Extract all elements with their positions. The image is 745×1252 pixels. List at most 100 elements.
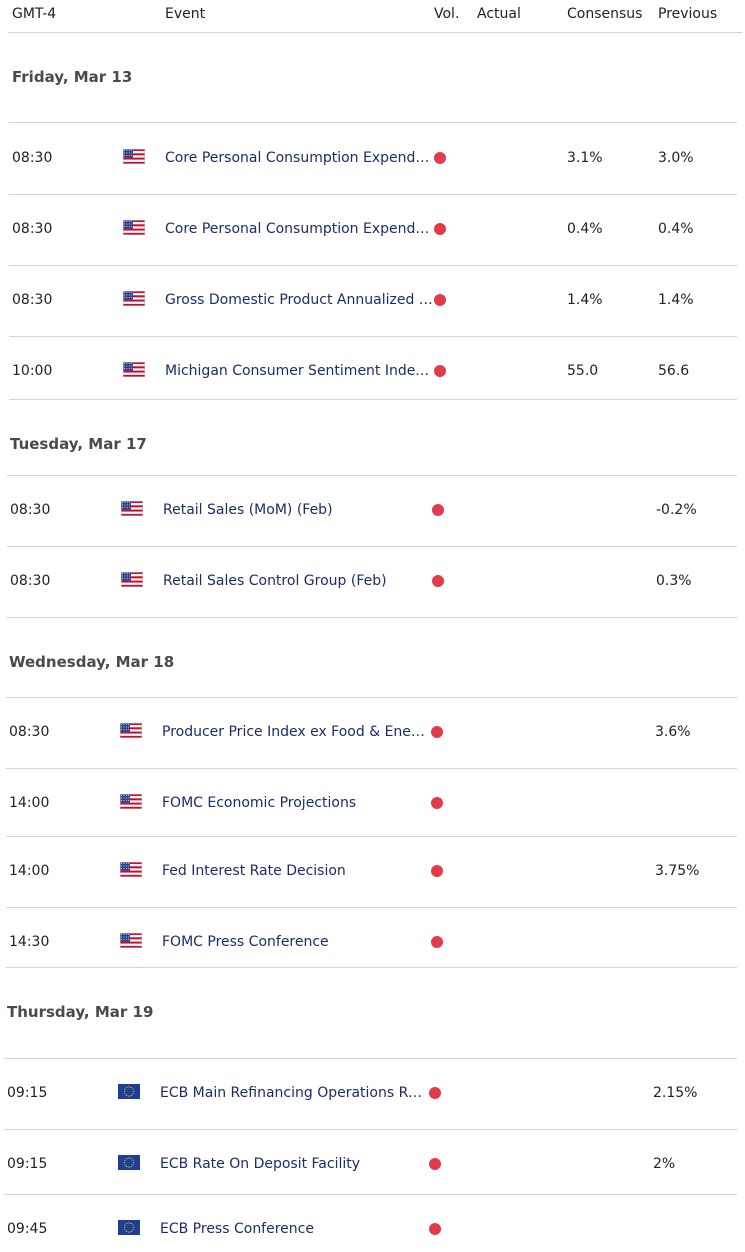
row-divider [7,546,737,547]
volatility-high-icon [429,1223,441,1235]
consensus-value: 3.1% [567,150,603,166]
table-header: GMT-4 Event Vol. Actual Consensus Previo… [0,0,745,32]
volatility-high-icon [432,575,444,587]
event-name[interactable]: Retail Sales Control Group (Feb) [163,573,387,589]
row-divider [9,194,737,195]
event-name[interactable]: ECB Main Refinancing Operations Rate [160,1085,428,1101]
row-divider [6,768,737,769]
day-divider [7,475,737,476]
consensus-value: 1.4% [567,292,603,308]
event-row[interactable]: 08:30 Producer Price Index ex Food & Ener… [0,713,745,753]
event-row[interactable]: 10:00 Michigan Consumer Sentiment Index (… [0,352,745,392]
event-time: 08:30 [10,502,51,518]
header-event[interactable]: Event [165,6,206,22]
volatility-high-icon [431,797,443,809]
header-previous[interactable]: Previous [658,6,718,22]
event-row[interactable]: 09:15 ECB Main Refinancing Operations Rat… [0,1074,745,1114]
event-time: 08:30 [10,573,51,589]
event-time: 08:30 [12,150,53,166]
event-time: 10:00 [12,363,53,379]
header-actual[interactable]: Actual [477,6,521,22]
event-name[interactable]: Gross Domestic Product Annualized (Q4) [165,292,433,308]
us-flag-icon [121,572,143,587]
event-time: 14:00 [9,863,50,879]
header-timezone[interactable]: GMT-4 [12,6,57,22]
event-row[interactable]: 08:30 Core Personal Consumption Expenditu… [0,139,745,179]
us-flag-icon [123,220,145,235]
event-row[interactable]: 09:15 ECB Rate On Deposit Facility 2% [0,1145,745,1185]
event-time: 08:30 [12,221,53,237]
event-time: 09:45 [7,1221,48,1237]
volatility-high-icon [431,726,443,738]
us-flag-icon [123,362,145,377]
volatility-high-icon [429,1158,441,1170]
volatility-high-icon [434,152,446,164]
consensus-value: 0.4% [567,221,603,237]
previous-value: 0.4% [658,221,694,237]
eu-flag-icon [118,1220,140,1235]
event-name[interactable]: Retail Sales (MoM) (Feb) [163,502,333,518]
event-name[interactable]: ECB Rate On Deposit Facility [160,1156,361,1172]
event-time: 08:30 [12,292,53,308]
row-divider [4,1129,737,1130]
row-divider [6,907,737,908]
previous-value: -0.2% [656,502,697,518]
event-row[interactable]: 08:30 Core Personal Consumption Expenditu… [0,210,745,250]
us-flag-icon [123,149,145,164]
eu-flag-icon [118,1084,140,1099]
us-flag-icon [121,501,143,516]
header-volatility[interactable]: Vol. [434,6,460,22]
volatility-high-icon [431,865,443,877]
event-row[interactable]: 08:30 Retail Sales Control Group (Feb) 0.3… [0,562,745,602]
us-flag-icon [120,862,142,877]
event-row[interactable]: 09:45 ECB Press Conference [0,1210,745,1250]
volatility-high-icon [434,223,446,235]
event-name[interactable]: Core Personal Consumption Expenditures (… [165,221,433,237]
event-time: 09:15 [7,1085,48,1101]
row-divider [4,1194,737,1195]
previous-value: 0.3% [656,573,692,589]
header-divider [8,32,742,33]
consensus-value: 55.0 [567,363,599,379]
eu-flag-icon [118,1155,140,1170]
event-time: 09:15 [7,1156,48,1172]
day-heading: Friday, Mar 13 [12,68,133,86]
event-row[interactable]: 14:00 FOMC Economic Projections [0,784,745,824]
event-name[interactable]: Fed Interest Rate Decision [162,863,346,879]
row-divider [7,617,737,618]
previous-value: 3.0% [658,150,694,166]
previous-value: 2% [653,1156,676,1172]
event-time: 14:00 [9,795,50,811]
volatility-high-icon [432,504,444,516]
event-time: 08:30 [9,724,50,740]
event-row[interactable]: 14:00 Fed Interest Rate Decision 3.75% [0,852,745,892]
header-consensus[interactable]: Consensus [567,6,643,22]
event-name[interactable]: ECB Press Conference [160,1221,314,1237]
event-name[interactable]: FOMC Press Conference [162,934,329,950]
day-heading: Wednesday, Mar 18 [9,653,175,671]
row-divider [9,399,737,400]
event-time: 14:30 [9,934,50,950]
row-divider [9,336,737,337]
us-flag-icon [120,723,142,738]
us-flag-icon [120,794,142,809]
us-flag-icon [120,933,142,948]
event-row[interactable]: 14:30 FOMC Press Conference [0,923,745,963]
event-name[interactable]: Michigan Consumer Sentiment Index (Mar) [165,363,433,379]
event-name[interactable]: Producer Price Index ex Food & Energy (Y… [162,724,430,740]
volatility-high-icon [431,936,443,948]
row-divider [6,836,737,837]
row-divider [6,967,737,968]
event-name[interactable]: FOMC Economic Projections [162,795,357,811]
event-name[interactable]: Core Personal Consumption Expenditures (… [165,150,433,166]
volatility-high-icon [434,294,446,306]
previous-value: 56.6 [658,363,690,379]
day-divider [6,697,737,698]
row-divider [9,265,737,266]
previous-value: 3.6% [655,724,691,740]
us-flag-icon [123,291,145,306]
day-heading: Thursday, Mar 19 [7,1003,154,1021]
event-row[interactable]: 08:30 Retail Sales (MoM) (Feb) -0.2% [0,491,745,531]
event-row[interactable]: 08:30 Gross Domestic Product Annualized (… [0,281,745,321]
day-heading: Tuesday, Mar 17 [10,435,147,453]
